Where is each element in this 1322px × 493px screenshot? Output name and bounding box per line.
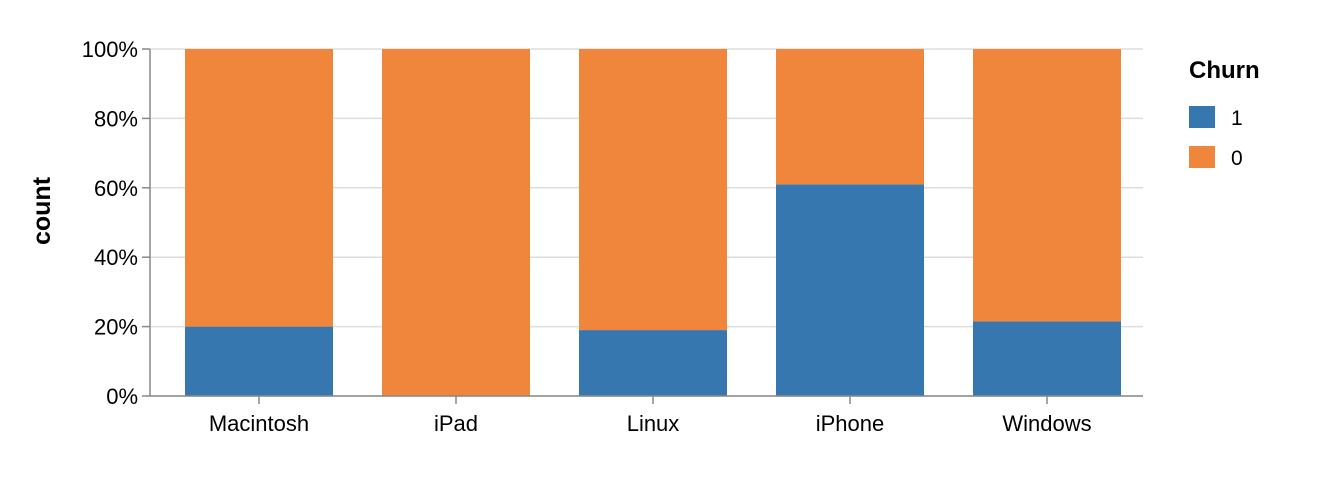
- y-tick-label: 40%: [94, 245, 138, 270]
- legend-swatch: [1189, 146, 1215, 168]
- bar-segment: [579, 330, 727, 396]
- x-tick-label: Windows: [1002, 411, 1091, 436]
- bar-segment: [973, 321, 1121, 396]
- legend-title: Churn: [1189, 57, 1260, 84]
- y-tick-label: 60%: [94, 176, 138, 201]
- x-tick-label: Linux: [627, 411, 680, 436]
- x-tick-label: iPhone: [816, 411, 885, 436]
- x-tick-label: Macintosh: [209, 411, 309, 436]
- bar-segment: [776, 184, 924, 396]
- bar-segment: [382, 49, 530, 396]
- legend-label: 1: [1231, 107, 1243, 130]
- y-tick-label: 20%: [94, 315, 138, 340]
- y-axis-title: count: [28, 176, 56, 245]
- axes: 0% 20% 40% 60% 80% 100% Macintosh iPad Linux iPho…: [82, 37, 1143, 436]
- bars: [185, 49, 1121, 396]
- legend-swatch: [1189, 106, 1215, 128]
- legend-items: 10: [1189, 106, 1243, 170]
- y-tick-label: 80%: [94, 106, 138, 131]
- y-tick-label: 100%: [82, 37, 138, 62]
- bar-segment: [185, 49, 333, 327]
- y-tick-label: 0%: [106, 384, 138, 409]
- legend-label: 0: [1231, 147, 1243, 170]
- legend: Churn 10: [1189, 57, 1260, 170]
- x-tick-label: iPad: [434, 411, 478, 436]
- bar-segment: [973, 49, 1121, 322]
- bar-segment: [185, 326, 333, 396]
- bar-segment: [579, 49, 727, 331]
- bar-segment: [776, 49, 924, 185]
